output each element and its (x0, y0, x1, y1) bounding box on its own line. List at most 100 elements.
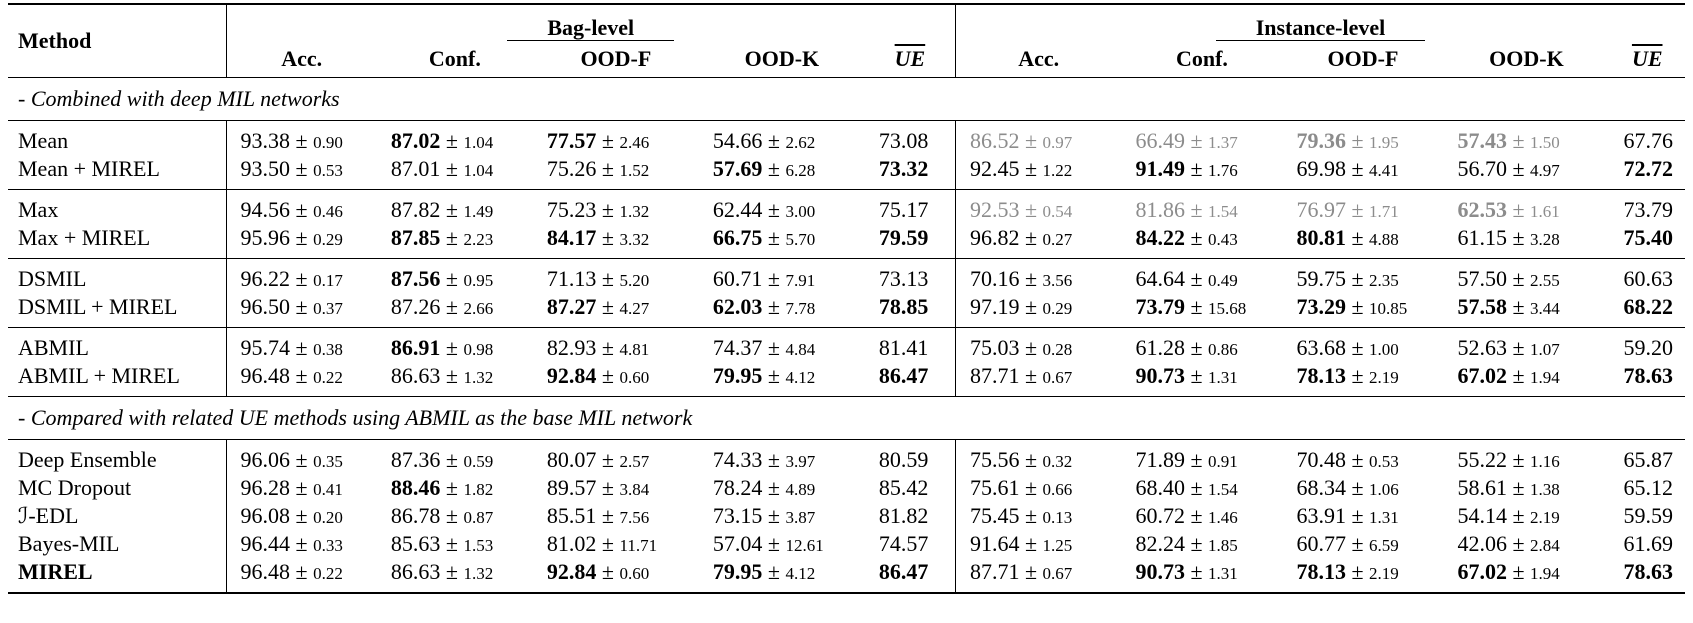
section: - Combined with deep MIL networks (8, 77, 1685, 121)
value-cell: 84.17 ± 3.32 (533, 224, 699, 259)
mean: 96.82 (969, 225, 1020, 250)
mean: 73.32 (878, 156, 929, 181)
plus-minus: ± (1024, 128, 1038, 153)
plus-minus: ± (1512, 266, 1525, 291)
mean: 90.73 (1135, 559, 1185, 584)
mean: 60.63 (1623, 266, 1673, 291)
mean: 81.86 (1135, 197, 1185, 222)
plus-minus: ± (1190, 559, 1203, 584)
plus-minus: ± (445, 559, 458, 584)
mean: 86.52 (969, 128, 1020, 153)
plus-minus: ± (1024, 447, 1038, 472)
column-header: OOD-F (1282, 41, 1443, 78)
value-cell: 67.76 (1609, 121, 1685, 156)
value-cell: 71.89 ± 0.91 (1121, 440, 1282, 475)
value-cell: 75.17 (864, 189, 956, 224)
std: 1.31 (1369, 508, 1399, 527)
std: 7.56 (619, 508, 650, 527)
std: 1.54 (1208, 480, 1238, 499)
plus-minus: ± (1024, 335, 1038, 360)
value-cell: 89.57 ± 3.84 (533, 474, 699, 502)
plus-minus: ± (767, 335, 780, 360)
std: 0.28 (1042, 340, 1073, 359)
mean: 66.49 (1135, 128, 1185, 153)
value-cell: 87.26 ± 2.66 (377, 293, 533, 328)
std: 1.95 (1369, 133, 1399, 152)
value-cell: 61.28 ± 0.86 (1121, 328, 1282, 363)
std: 1.32 (463, 368, 494, 387)
column-label: Conf. (1175, 46, 1228, 71)
plus-minus: ± (1190, 128, 1203, 153)
mean: 86.63 (390, 363, 441, 388)
value-cell: 75.26 ± 1.52 (533, 155, 699, 190)
plus-minus: ± (1351, 197, 1364, 222)
std: 0.87 (463, 508, 494, 527)
mean: 92.53 (969, 197, 1020, 222)
plus-minus: ± (445, 447, 458, 472)
mean: 87.71 (969, 363, 1020, 388)
std: 0.66 (1042, 480, 1073, 499)
value-cell: 75.45 ± 0.13 (955, 502, 1121, 530)
value-cell: 96.48 ± 0.22 (226, 362, 377, 397)
mean: 73.15 (712, 503, 763, 528)
value-cell: 75.23 ± 1.32 (533, 190, 699, 225)
std: 4.88 (1369, 230, 1399, 249)
std: 4.84 (785, 340, 816, 359)
std: 1.32 (463, 564, 494, 583)
std: 4.27 (619, 299, 650, 318)
std: 0.67 (1042, 368, 1073, 387)
column-header: OOD-K (1443, 41, 1609, 78)
method-cell: DSMIL + MIREL (8, 293, 227, 328)
std: 12.61 (785, 536, 824, 555)
value-cell: 65.87 (1609, 440, 1685, 475)
std: 0.95 (463, 271, 494, 290)
mean: 87.71 (969, 559, 1020, 584)
std: 0.29 (1042, 299, 1073, 318)
plus-minus: ± (767, 475, 780, 500)
std: 1.61 (1530, 202, 1560, 221)
value-cell: 54.66 ± 2.62 (699, 121, 865, 156)
std: 0.22 (313, 564, 343, 583)
column-label: OOD-F (580, 46, 652, 71)
std: 0.27 (1042, 230, 1073, 249)
header-row: Acc. Conf. OOD-F OOD-K UE Acc. Conf. OOD-F OOD-K… (8, 41, 1685, 78)
plus-minus: ± (601, 225, 614, 250)
group-title: Bag-level (507, 15, 675, 41)
mean: 93.50 (240, 156, 291, 181)
mean: 91.49 (1135, 156, 1185, 181)
value-cell: 96.08 ± 0.20 (226, 502, 377, 530)
data-row: Deep Ensemble 96.06 ± 0.35 87.36 ± 0.59 80.… (8, 439, 1685, 475)
std: 0.43 (1208, 230, 1238, 249)
mean: 85.63 (390, 531, 441, 556)
value-cell: 90.73 ± 1.31 (1121, 558, 1282, 593)
std: 2.19 (1369, 564, 1399, 583)
std: 0.32 (1042, 452, 1073, 471)
mean: 89.57 (546, 475, 597, 500)
method-cell: ABMIL (8, 327, 227, 362)
plus-minus: ± (445, 197, 458, 222)
value-cell: 57.50 ± 2.55 (1443, 259, 1609, 294)
std: 1.16 (1530, 452, 1560, 471)
row-group: ABMIL 95.74 ± 0.38 86.91 ± 0.98 82.93 ± 4.8… (8, 327, 1685, 397)
plus-minus: ± (1512, 156, 1525, 181)
mean: 91.64 (969, 531, 1020, 556)
plus-minus: ± (295, 197, 308, 222)
plus-minus: ± (445, 363, 458, 388)
mean: 65.87 (1623, 447, 1673, 472)
column-header: OOD-K (699, 41, 865, 78)
plus-minus: ± (295, 531, 308, 556)
mean: 75.23 (546, 197, 597, 222)
mean: 96.08 (240, 503, 291, 528)
group-header: Instance-level (955, 4, 1685, 41)
plus-minus: ± (445, 475, 458, 500)
plus-minus: ± (767, 503, 780, 528)
value-cell: 68.40 ± 1.54 (1121, 474, 1282, 502)
value-cell: 63.68 ± 1.00 (1282, 328, 1443, 363)
mean: 69.98 (1296, 156, 1346, 181)
plus-minus: ± (1351, 475, 1364, 500)
mean: 81.41 (878, 335, 929, 360)
plus-minus: ± (1512, 475, 1525, 500)
plus-minus: ± (601, 559, 614, 584)
mean: 87.02 (390, 128, 441, 153)
std: 3.56 (1042, 271, 1073, 290)
